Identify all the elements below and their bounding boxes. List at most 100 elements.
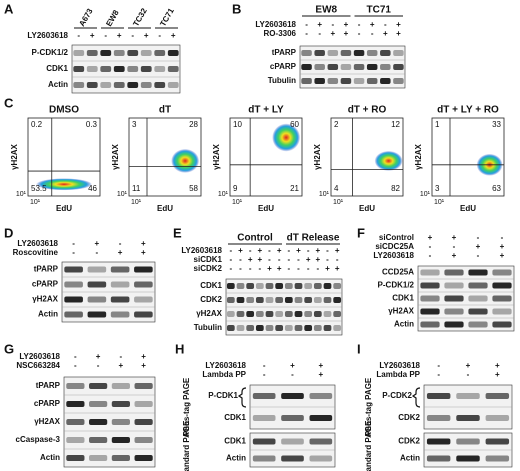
treatment-sign: + — [370, 20, 375, 29]
band — [281, 415, 304, 421]
row-label: CCD25A — [382, 268, 414, 277]
band — [134, 455, 153, 461]
band — [236, 283, 245, 289]
band — [353, 78, 365, 84]
treatment-name: RO-3306 — [264, 29, 297, 38]
band — [252, 455, 276, 462]
treatment-sign: - — [287, 246, 290, 255]
plot-title: dT + RO — [348, 105, 387, 116]
band — [468, 308, 488, 315]
plot-title: dT — [159, 105, 171, 116]
quadrant-percent: 12 — [391, 120, 400, 129]
band — [265, 283, 274, 289]
band — [380, 64, 391, 70]
band — [73, 50, 85, 56]
y-tick-label: 10¹ — [319, 191, 330, 198]
band — [89, 437, 108, 443]
row-label: tPARP — [36, 381, 61, 390]
panel-letter: D — [4, 225, 13, 240]
band — [140, 82, 152, 88]
treatment-sign: + — [238, 246, 243, 255]
treatment-sign: - — [331, 20, 334, 29]
band — [111, 419, 130, 425]
band — [167, 50, 179, 56]
x-tick-label: 10¹ — [30, 199, 41, 206]
brace — [411, 387, 421, 408]
band — [275, 283, 284, 289]
band — [73, 82, 85, 88]
row-label: CDK2 — [398, 437, 420, 446]
band — [100, 66, 112, 72]
band — [226, 325, 235, 331]
band — [366, 50, 378, 56]
band — [284, 283, 293, 289]
y-axis-label: γH2AX — [212, 143, 221, 169]
band — [444, 269, 464, 276]
treatment-sign: + — [257, 255, 262, 264]
band — [366, 64, 378, 70]
treatment-sign: - — [258, 264, 261, 273]
treatment-name: Lambda PP — [376, 370, 420, 379]
row-label: Tubulin — [194, 323, 222, 332]
band — [134, 281, 153, 288]
band — [252, 415, 276, 421]
band — [468, 282, 488, 289]
treatment-sign: - — [239, 255, 242, 264]
treatment-sign: - — [229, 246, 232, 255]
band — [304, 283, 313, 289]
band — [64, 296, 83, 303]
band — [252, 393, 276, 399]
band — [366, 78, 378, 84]
quadrant-percent: 63 — [492, 184, 501, 193]
panel-letter: E — [173, 225, 182, 240]
row-label: Tubulin — [268, 76, 296, 85]
band — [456, 455, 480, 462]
band — [333, 297, 342, 303]
band — [393, 64, 404, 70]
treatment-sign: - — [318, 29, 321, 38]
treatment-sign: + — [90, 31, 95, 40]
plot-title: DMSO — [49, 105, 79, 116]
x-axis-label: EdU — [359, 204, 375, 213]
band — [426, 438, 451, 445]
band — [127, 66, 139, 72]
band — [66, 455, 85, 461]
band — [294, 297, 303, 303]
band — [86, 50, 98, 56]
band — [110, 296, 130, 303]
band — [86, 66, 98, 72]
treatment-sign: - — [371, 29, 374, 38]
band — [154, 82, 166, 88]
treatment-sign: - — [358, 20, 361, 29]
treatment-sign: - — [316, 264, 319, 273]
band — [167, 82, 179, 88]
treatment-name: Roscovitine — [13, 248, 59, 257]
treatment-sign: - — [437, 370, 440, 379]
band — [66, 401, 85, 407]
band — [492, 308, 512, 315]
band — [66, 437, 85, 443]
quadrant-percent: 0.2 — [31, 120, 43, 129]
band — [309, 415, 333, 421]
quadrant-percent: 33 — [492, 120, 501, 129]
treatment-sign: + — [296, 246, 301, 255]
band — [226, 311, 235, 317]
row-label: CDK1 — [224, 413, 246, 422]
treatment-sign: + — [315, 246, 320, 255]
treatment-sign: - — [305, 29, 308, 38]
band — [314, 78, 325, 84]
panel-letter: I — [357, 341, 361, 356]
band — [313, 297, 322, 303]
band — [110, 281, 130, 288]
panel-letter: C — [4, 95, 14, 110]
group-label: TC32 — [131, 6, 149, 28]
band — [294, 311, 303, 317]
treatment-sign: - — [501, 233, 504, 242]
treatment-sign: + — [495, 370, 500, 379]
row-label: cPARP — [270, 62, 297, 71]
band — [301, 50, 312, 56]
band — [309, 455, 333, 462]
band — [456, 438, 480, 445]
row-label: CDK2 — [398, 413, 420, 422]
treatment-sign: - — [72, 239, 75, 248]
